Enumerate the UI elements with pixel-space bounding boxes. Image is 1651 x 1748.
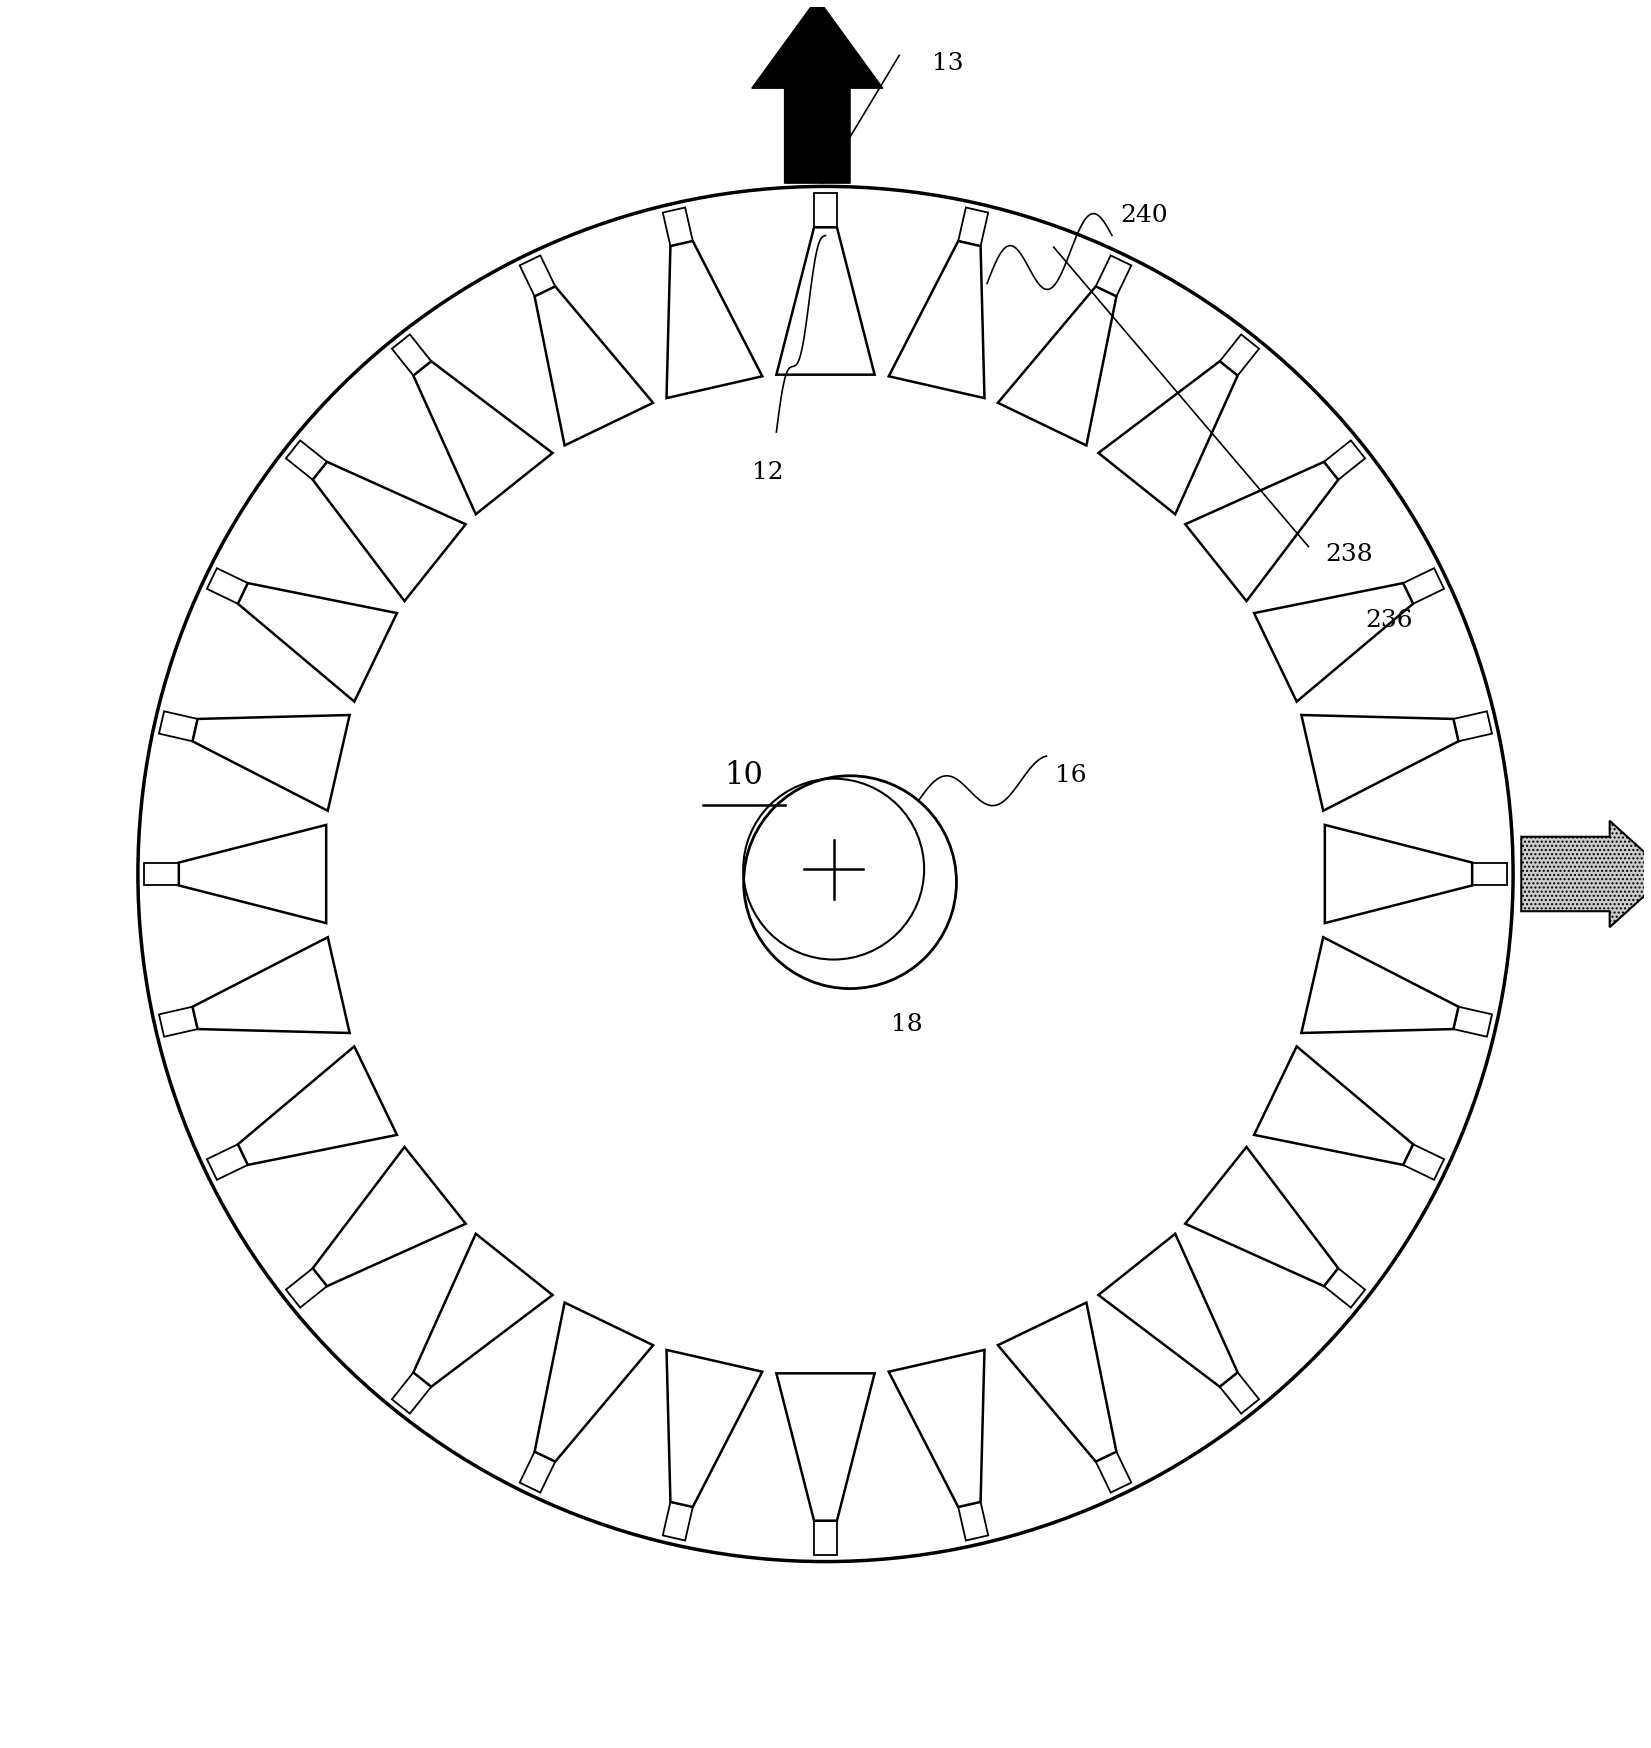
Polygon shape: [193, 715, 350, 811]
Polygon shape: [312, 461, 466, 601]
Polygon shape: [535, 287, 654, 446]
Polygon shape: [814, 1521, 837, 1556]
Polygon shape: [776, 227, 875, 374]
Polygon shape: [193, 937, 350, 1033]
Polygon shape: [238, 1047, 396, 1164]
Polygon shape: [1255, 584, 1413, 701]
Text: 18: 18: [892, 1014, 923, 1037]
Text: 236: 236: [1365, 608, 1413, 631]
Polygon shape: [286, 1269, 327, 1308]
Polygon shape: [814, 192, 837, 227]
Polygon shape: [958, 208, 989, 246]
Polygon shape: [158, 1007, 198, 1037]
Polygon shape: [144, 862, 178, 886]
Polygon shape: [888, 1349, 984, 1507]
Polygon shape: [413, 1234, 553, 1386]
Polygon shape: [312, 1147, 466, 1287]
Text: 16: 16: [1055, 764, 1086, 787]
Polygon shape: [662, 208, 693, 246]
Polygon shape: [1185, 1147, 1339, 1287]
Polygon shape: [1473, 862, 1507, 886]
Polygon shape: [1403, 568, 1445, 603]
Polygon shape: [1220, 1372, 1260, 1414]
Polygon shape: [158, 711, 198, 741]
Polygon shape: [1324, 440, 1365, 479]
Text: 240: 240: [1119, 205, 1167, 227]
Polygon shape: [888, 241, 984, 399]
Polygon shape: [667, 1349, 763, 1507]
Polygon shape: [1301, 715, 1458, 811]
Polygon shape: [1403, 1145, 1445, 1180]
Polygon shape: [391, 334, 431, 376]
Polygon shape: [751, 0, 883, 184]
Polygon shape: [1255, 1047, 1413, 1164]
Polygon shape: [238, 584, 396, 701]
Polygon shape: [997, 287, 1116, 446]
Polygon shape: [1301, 937, 1458, 1033]
Polygon shape: [206, 568, 248, 603]
Polygon shape: [535, 1302, 654, 1461]
Polygon shape: [1324, 1269, 1365, 1308]
Polygon shape: [1096, 1451, 1131, 1493]
Polygon shape: [1220, 334, 1260, 376]
Polygon shape: [178, 825, 327, 923]
Polygon shape: [667, 241, 763, 399]
Text: 12: 12: [753, 461, 784, 484]
Polygon shape: [1096, 255, 1131, 297]
Polygon shape: [662, 1502, 693, 1540]
Polygon shape: [958, 1502, 989, 1540]
Polygon shape: [1185, 461, 1339, 601]
Text: 238: 238: [1324, 544, 1372, 566]
Polygon shape: [520, 1451, 555, 1493]
Polygon shape: [1098, 1234, 1238, 1386]
Polygon shape: [1453, 711, 1493, 741]
Polygon shape: [997, 1302, 1116, 1461]
Polygon shape: [1453, 1007, 1493, 1037]
Polygon shape: [520, 255, 555, 297]
Text: 10: 10: [725, 760, 763, 792]
Polygon shape: [1098, 362, 1238, 514]
Polygon shape: [1521, 822, 1651, 926]
Text: 13: 13: [931, 52, 964, 75]
Polygon shape: [391, 1372, 431, 1414]
Polygon shape: [286, 440, 327, 479]
Polygon shape: [1324, 825, 1473, 923]
Polygon shape: [206, 1145, 248, 1180]
Polygon shape: [776, 1374, 875, 1521]
Polygon shape: [413, 362, 553, 514]
